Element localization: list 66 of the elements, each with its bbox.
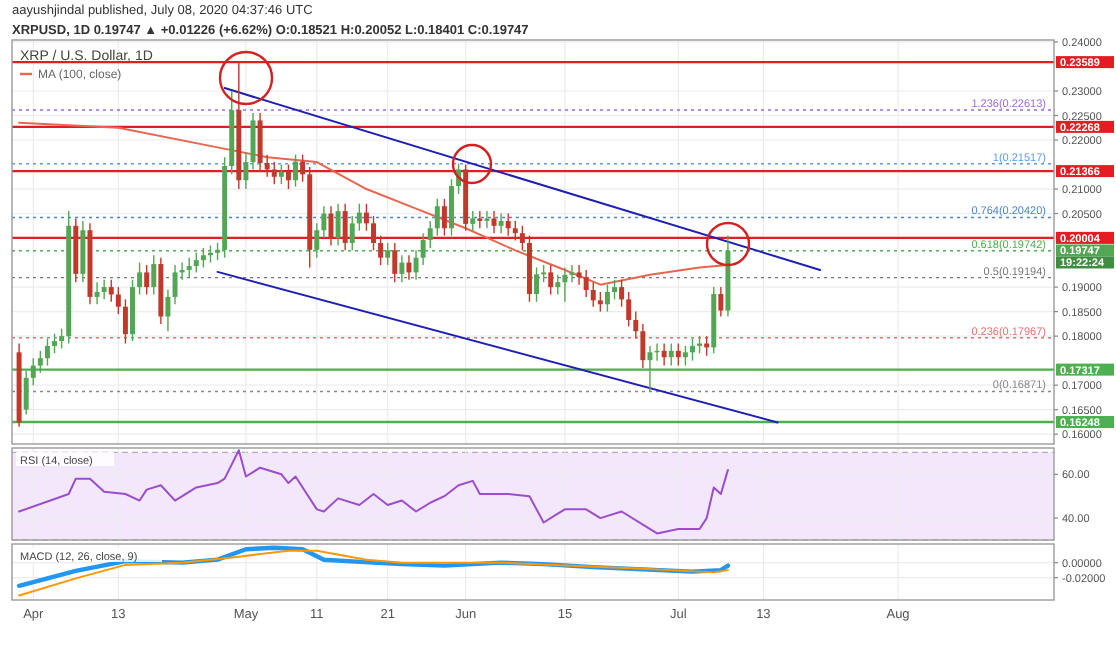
candlestick [151,254,157,296]
candlestick [335,203,341,247]
candlestick [597,291,603,313]
candlestick [619,279,625,308]
candlestick [505,212,511,237]
candlestick [285,163,291,190]
candlestick [144,264,150,296]
candlestick [52,332,58,354]
candlestick [470,210,476,232]
candlestick [122,298,128,345]
candlestick [300,154,306,183]
candlestick [399,254,405,283]
candlestick [130,279,135,342]
candlestick [101,279,107,301]
candlestick [534,266,540,303]
candlestick [94,281,100,305]
candlestick [583,269,589,298]
candlestick [427,220,433,249]
candlestick [626,291,632,328]
candlestick [590,281,596,308]
line-series [18,449,729,535]
candlestick [718,286,724,318]
candlestick [293,154,299,188]
candlestick [441,198,447,237]
candlestick [137,261,143,296]
candlestick [59,328,65,350]
candlestick [342,203,348,252]
candlestick [363,203,369,232]
candlestick [661,342,667,367]
candlestick [378,234,384,266]
candlestick [690,337,695,362]
candlestick [328,205,334,247]
candlestick [519,225,525,252]
candlestick [640,323,646,369]
candlestick [633,310,639,340]
candlestick [165,288,171,332]
candlestick [562,266,568,303]
candlestick [484,210,490,229]
candlestick [172,264,178,305]
candlestick [392,242,398,283]
candlestick [271,161,277,185]
candlestick [278,163,284,185]
candlestick [548,264,554,296]
candlestick [243,151,249,190]
candlestick [604,283,610,313]
candlestick [108,279,114,303]
candlestick [349,215,355,252]
candlestick [186,256,192,278]
candlestick [612,279,617,301]
candlestick [449,178,454,237]
candlestick [555,274,561,296]
candlestick [257,112,263,173]
line-series [18,549,729,597]
candlestick [704,335,710,357]
candlestick [498,212,504,234]
candlestick [569,264,575,283]
candlestick [115,286,121,315]
candlestick [371,215,376,252]
candlestick [356,203,362,232]
candlestick [675,342,681,367]
line-series [16,545,731,589]
candlestick [434,198,440,237]
candlestick [512,220,518,242]
candlestick [80,220,86,283]
candlestick [477,210,483,229]
candlestick [406,254,412,281]
